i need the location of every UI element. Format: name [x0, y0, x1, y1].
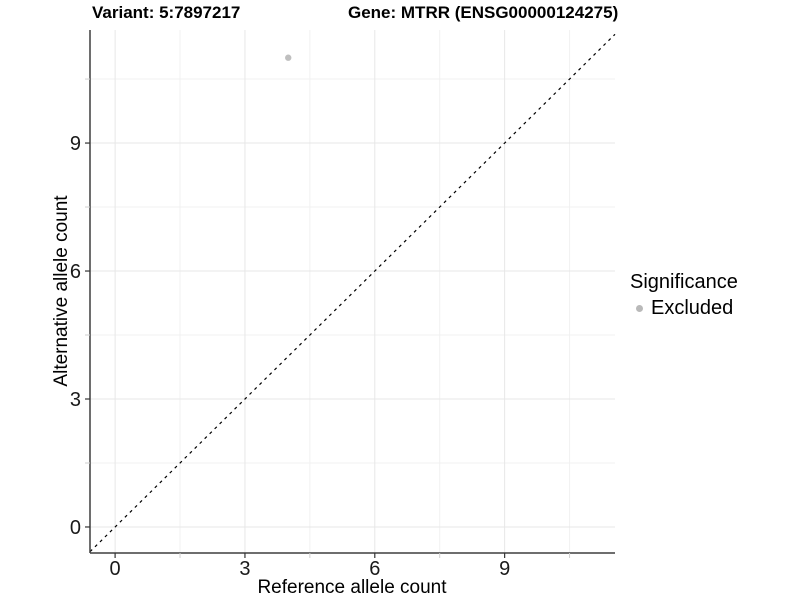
legend: Significance Excluded — [630, 271, 738, 320]
x-tick-label: 6 — [369, 558, 380, 580]
plot-panel: 0 3 6 9 0 3 6 9 — [70, 30, 616, 580]
x-tick-label: 3 — [239, 558, 250, 580]
identity-dashed-line — [89, 33, 616, 553]
x-tick-label: 9 — [499, 558, 510, 580]
gene-title: Gene: MTRR (ENSG00000124275) — [348, 3, 619, 22]
x-tick-label: 0 — [110, 558, 121, 580]
x-axis-title: Reference allele count — [257, 577, 447, 598]
legend-item-label: Excluded — [651, 297, 734, 319]
y-tick-label: 0 — [70, 517, 81, 539]
legend-item-excluded: Excluded — [630, 297, 738, 320]
variant-title: Variant: 5:7897217 — [92, 3, 241, 22]
y-tick-label: 6 — [70, 261, 81, 283]
y-axis-title: Alternative allele count — [51, 195, 72, 387]
legend-title: Significance — [630, 271, 738, 293]
legend-key-dot — [636, 305, 643, 312]
data-point — [285, 54, 292, 61]
y-tick-label: 9 — [70, 133, 81, 155]
y-tick-label: 3 — [70, 389, 81, 411]
